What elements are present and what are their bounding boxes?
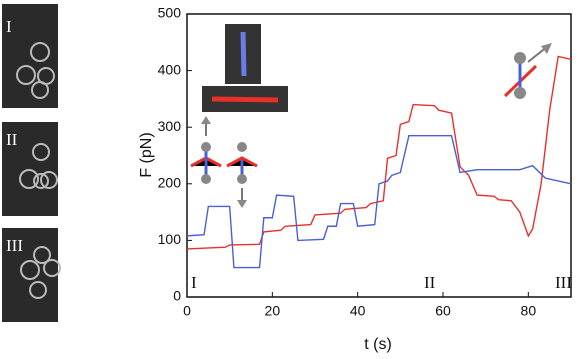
y-tick-label: 500 (158, 5, 182, 21)
panel-label: III (6, 236, 23, 255)
micrographs (2, 4, 61, 322)
plot-frame (186, 13, 572, 298)
series-line (186, 55, 572, 250)
y-tick-label: 0 (173, 288, 181, 304)
annotation: II (424, 273, 436, 292)
x-tick-label: 0 (183, 303, 191, 319)
x-axis-label: t (s) (364, 336, 392, 353)
x-tick-label: 80 (521, 303, 537, 319)
y-tick-label: 400 (158, 61, 182, 77)
x-tick-label: 20 (265, 303, 281, 319)
y-tick-label: 200 (158, 175, 182, 191)
series-line (186, 134, 572, 269)
y-tick-label: 300 (158, 118, 182, 134)
panel-label: I (6, 17, 12, 36)
panel-label: II (6, 130, 18, 149)
y-tick-label: 100 (158, 231, 182, 247)
insets (190, 24, 552, 208)
annotation: I (191, 273, 197, 292)
y-axis-label: F (pN) (138, 132, 155, 177)
x-tick-label: 60 (435, 303, 451, 319)
annotation: III (555, 273, 572, 292)
x-tick-label: 40 (350, 303, 366, 319)
